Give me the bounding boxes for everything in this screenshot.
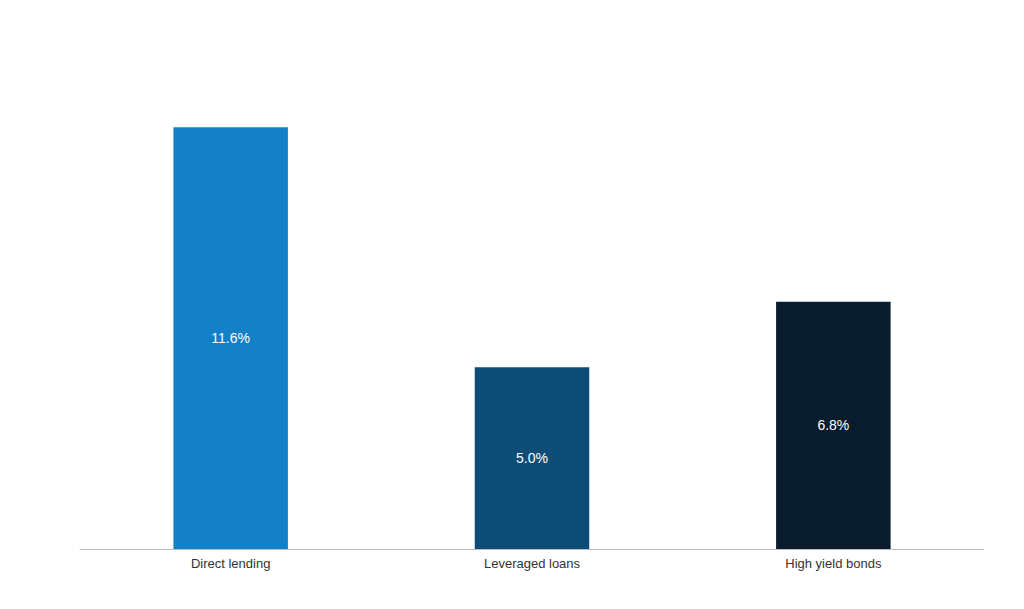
svg-text:Leveraged loans: Leveraged loans	[484, 556, 581, 571]
svg-text:5.0%: 5.0%	[516, 450, 548, 466]
svg-text:6.8%: 6.8%	[817, 417, 849, 433]
svg-text:Direct lending: Direct lending	[191, 556, 270, 571]
svg-text:11.6%: 11.6%	[211, 330, 250, 346]
svg-text:High yield bonds: High yield bonds	[785, 556, 882, 571]
